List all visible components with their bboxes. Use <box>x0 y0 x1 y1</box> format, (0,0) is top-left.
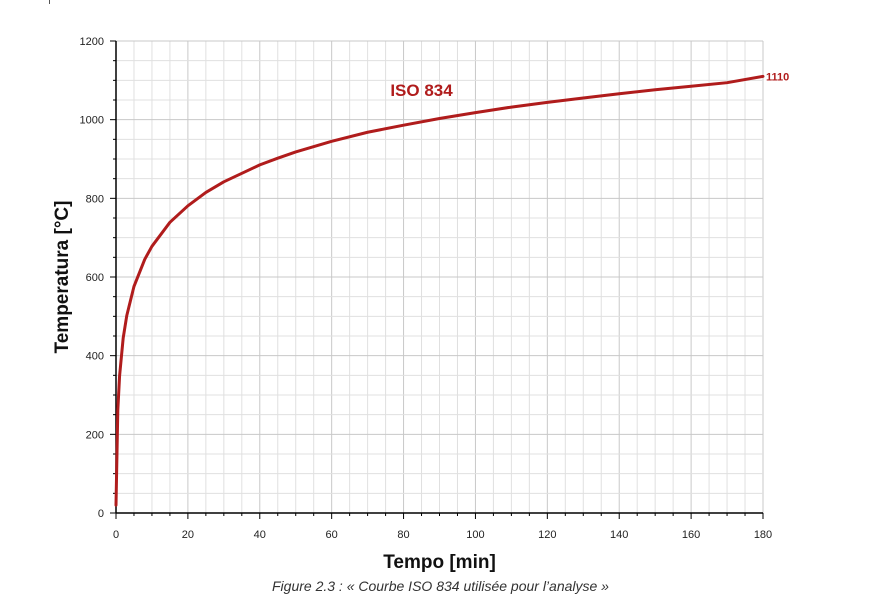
corner-mark <box>49 0 50 4</box>
series-line-0 <box>114 74 765 507</box>
y-tick-label: 1200 <box>80 36 104 48</box>
grid <box>115 40 764 514</box>
x-tick-label: 100 <box>466 529 484 541</box>
x-axis-title: Tempo [min] <box>383 552 496 573</box>
y-tick-label: 400 <box>86 351 104 363</box>
figure-caption: Figure 2.3 : « Courbe ISO 834 utilisée p… <box>272 578 609 594</box>
x-tick-label: 20 <box>182 529 194 541</box>
y-tick-label: 200 <box>86 429 104 441</box>
x-tick-label: 60 <box>326 529 338 541</box>
x-tick-label: 180 <box>754 529 772 541</box>
x-tick-label: 80 <box>397 529 409 541</box>
y-axis-title: Temperatura [°C] <box>52 201 73 354</box>
end-value-label: 1110 <box>766 71 789 83</box>
y-tick-label: 600 <box>86 272 104 284</box>
x-tick-label: 140 <box>610 529 628 541</box>
y-tick-label: 0 <box>98 508 104 520</box>
series-name-label: ISO 834 <box>390 81 453 100</box>
y-tick-label: 1000 <box>80 115 104 127</box>
label-layer: 0 200 400 600 800 1000 1200 0 20 40 60 80 100 120 140 1… <box>52 36 789 573</box>
x-tick-label: 0 <box>113 529 119 541</box>
axes <box>110 40 764 519</box>
x-tick-label: 120 <box>538 529 556 541</box>
iso-834-chart: 0 200 400 600 800 1000 1200 0 20 40 60 80 100 120 140 1… <box>52 36 789 573</box>
y-tick-label: 800 <box>86 193 104 205</box>
x-tick-label: 160 <box>682 529 700 541</box>
x-tick-label: 40 <box>254 529 266 541</box>
series-layer <box>114 74 765 507</box>
